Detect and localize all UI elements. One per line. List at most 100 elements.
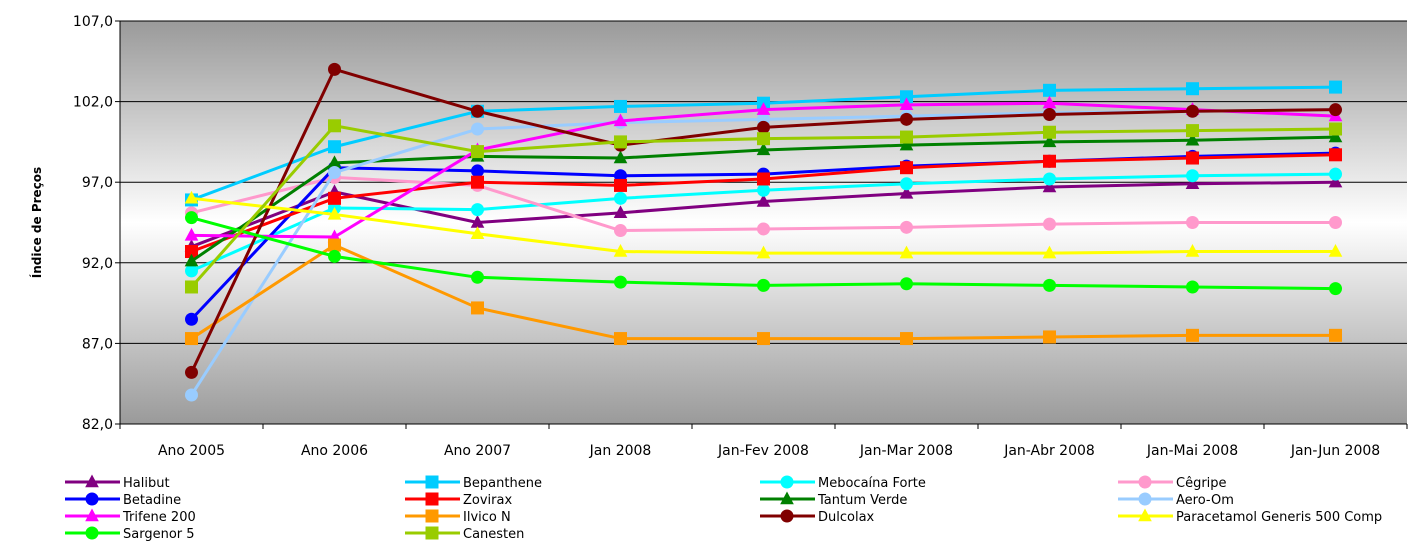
data-point — [1186, 328, 1199, 342]
x-axis-ticks: Ano 2005 Ano 2006 Ano 2007 Jan 2008 Jan-Fev … — [119, 424, 1408, 459]
data-point — [185, 245, 198, 259]
legend-marker — [780, 491, 794, 505]
legend-label: Halibut — [123, 476, 170, 491]
x-tick-label: Ano 2005 — [158, 443, 225, 459]
y-axis-ticks: 82,0 87,0 92,0 97,0 102,0 107,0 — [73, 14, 120, 433]
legend-label: Mebocaína Forte — [818, 476, 926, 491]
data-point — [1043, 330, 1056, 344]
legend-label: Ilvico N — [463, 510, 511, 525]
x-tick-label: Jan-Fev 2008 — [717, 443, 809, 459]
data-point — [471, 122, 484, 136]
legend-marker — [85, 526, 99, 540]
data-point — [328, 119, 341, 133]
legend-marker — [85, 492, 99, 506]
data-point — [1042, 245, 1057, 259]
data-point — [327, 206, 342, 220]
data-point — [1043, 83, 1056, 97]
legend-marker — [425, 509, 439, 523]
data-point — [614, 99, 627, 113]
data-point — [185, 211, 198, 225]
legend-item: Tantum Verde — [760, 491, 907, 508]
legend-marker — [780, 509, 794, 523]
legend-marker — [425, 492, 439, 506]
data-point — [756, 245, 771, 259]
x-tick-label: Jan-Mai 2008 — [1146, 443, 1238, 459]
data-point — [900, 112, 913, 126]
series — [185, 211, 1342, 296]
legend-item: Dulcolax — [760, 509, 875, 525]
data-point — [900, 220, 913, 234]
legend-marker — [1138, 492, 1152, 506]
data-point — [900, 277, 913, 291]
legend-label: Canesten — [463, 527, 524, 542]
legend: Halibut Bepanthene Mebocaína Forte Cêgripe B… — [65, 474, 1382, 542]
data-point — [1328, 129, 1343, 143]
data-point — [756, 142, 771, 156]
data-point — [1329, 282, 1342, 296]
data-point — [1042, 134, 1057, 148]
data-point — [1185, 176, 1200, 190]
legend-label: Dulcolax — [818, 510, 875, 525]
y-tick-label: 82,0 — [82, 417, 113, 433]
series — [185, 148, 1342, 259]
x-tick-label: Jan 2008 — [589, 443, 652, 459]
data-point — [899, 245, 914, 259]
data-point — [614, 178, 627, 192]
data-point — [614, 191, 627, 205]
data-point — [1043, 278, 1056, 292]
series — [185, 238, 1342, 346]
data-point — [900, 332, 913, 346]
data-point — [1329, 103, 1342, 117]
data-point — [613, 244, 628, 257]
data-point — [185, 332, 198, 346]
data-point — [1186, 280, 1199, 294]
data-point — [757, 172, 770, 186]
data-point — [757, 183, 770, 197]
legend-item: Cêgripe — [1118, 475, 1227, 491]
legend-label: Trifene 200 — [122, 510, 196, 525]
data-point — [327, 155, 342, 169]
data-point — [471, 104, 484, 118]
data-point — [185, 312, 198, 326]
data-point — [185, 280, 198, 294]
data-point — [757, 120, 770, 134]
data-point — [184, 253, 199, 267]
x-tick-label: Jan-Mar 2008 — [859, 443, 953, 459]
data-point — [328, 238, 341, 252]
data-point — [184, 227, 199, 241]
data-point — [1329, 80, 1342, 94]
legend-item: Bepanthene — [405, 475, 542, 491]
y-tick-label: 102,0 — [73, 95, 113, 111]
data-point — [471, 175, 484, 189]
legend-item: Canesten — [405, 526, 524, 542]
data-point — [471, 145, 484, 159]
data-point — [900, 90, 913, 104]
legend-item: Sargenor 5 — [65, 526, 195, 542]
data-point — [1329, 122, 1342, 136]
legend-marker — [85, 474, 99, 488]
data-point — [1043, 172, 1056, 186]
data-point — [1329, 167, 1342, 181]
data-point — [1329, 216, 1342, 229]
data-point — [614, 332, 627, 346]
x-tick-label: Jan-Abr 2008 — [1003, 443, 1095, 459]
data-point — [471, 164, 484, 178]
data-point — [1042, 179, 1057, 193]
legend-label: Aero-Om — [1176, 493, 1234, 508]
data-point — [900, 130, 913, 144]
legend-item: Halibut — [65, 474, 170, 491]
data-point — [899, 186, 914, 199]
data-point — [1186, 104, 1199, 118]
legend-item: Mebocaína Forte — [760, 475, 926, 491]
legend-label: Sargenor 5 — [123, 527, 195, 542]
data-point — [757, 278, 770, 292]
legend-item: Zovirax — [405, 492, 512, 508]
data-point — [756, 194, 771, 207]
data-point — [470, 226, 485, 239]
data-point — [471, 301, 484, 315]
data-point — [1186, 216, 1199, 229]
legend-label: Zovirax — [463, 493, 512, 508]
data-point — [328, 140, 341, 154]
legend-label: Betadine — [123, 493, 181, 508]
data-point — [328, 249, 341, 263]
